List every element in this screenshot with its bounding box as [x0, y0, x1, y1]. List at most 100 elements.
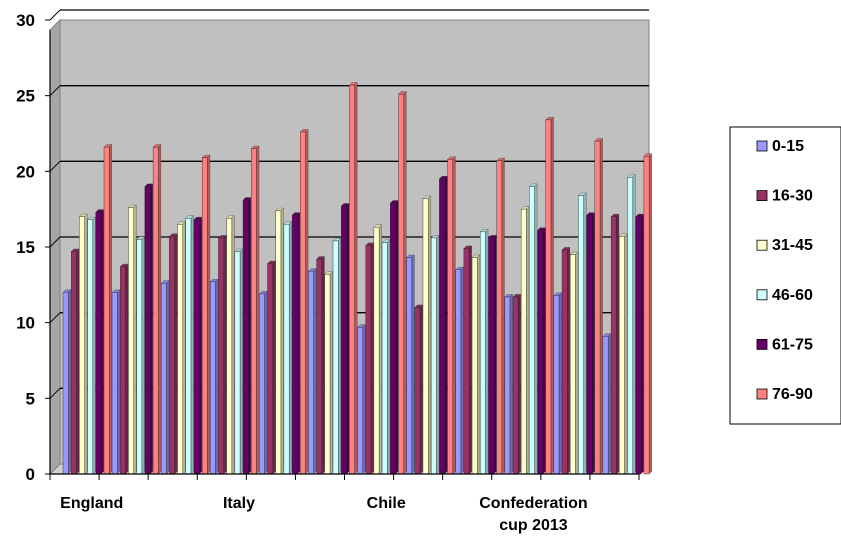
- bar: [578, 192, 587, 475]
- bar: [504, 293, 513, 475]
- bar: [553, 292, 562, 475]
- gridline-side: [49, 236, 61, 248]
- bar: [275, 207, 284, 475]
- bar: [234, 248, 244, 475]
- bar: [267, 260, 276, 475]
- bar: [201, 154, 211, 475]
- bar: [528, 183, 538, 475]
- legend-swatch: [756, 338, 768, 350]
- legend: 0-15 16-30 31-45 46-60 61-75 76-90: [729, 126, 841, 425]
- bar: [332, 237, 342, 475]
- bar: [177, 221, 186, 475]
- y-tick-label: 10: [16, 314, 35, 333]
- bar: [398, 91, 407, 475]
- x-category-label: Chile: [367, 495, 406, 512]
- legend-swatch: [756, 140, 768, 152]
- bar: [373, 224, 383, 475]
- bar: [144, 183, 154, 475]
- bar: [439, 175, 448, 475]
- bar: [291, 212, 301, 475]
- bar: [447, 156, 456, 475]
- y-tick-label: 0: [26, 465, 35, 484]
- x-axis-category-labels: England Italy Chile Confederation cup 2013: [60, 495, 588, 534]
- x-category-label: Confederation cup 2013: [479, 495, 587, 534]
- legend-label: 46-60: [772, 287, 813, 304]
- bar: [169, 233, 178, 475]
- bar: [414, 304, 423, 475]
- bar: [520, 206, 530, 475]
- y-tick-label: 30: [16, 11, 35, 30]
- bar: [103, 144, 113, 475]
- legend-label: 0-15: [772, 138, 804, 155]
- legend-swatch: [756, 190, 768, 202]
- bar: [209, 278, 219, 475]
- bar: [627, 174, 636, 475]
- legend-label: 16-30: [772, 188, 813, 205]
- bar: [635, 213, 644, 475]
- y-tick-label: 15: [16, 238, 35, 257]
- bar: [357, 324, 366, 475]
- legend-label: 76-90: [772, 386, 813, 403]
- bar: [602, 333, 612, 475]
- bar: [496, 157, 505, 475]
- side-wall: [49, 18, 61, 476]
- gridline-side: [49, 85, 61, 97]
- gridline-side: [49, 9, 61, 21]
- bar: [618, 233, 628, 475]
- gridline-side: [49, 387, 61, 399]
- bar: [62, 289, 72, 475]
- axes: [45, 19, 640, 480]
- bars: [62, 82, 653, 475]
- bar: [406, 254, 415, 475]
- bar: [299, 129, 309, 475]
- bar: [422, 195, 432, 475]
- bar: [242, 197, 252, 475]
- bar: [136, 236, 145, 475]
- y-tick-label: 25: [16, 87, 35, 106]
- y-axis-tick-labels: 0 5 10 15 20 25 30: [16, 11, 35, 484]
- bar: [389, 200, 399, 475]
- bar: [365, 242, 374, 475]
- bar: [586, 212, 595, 475]
- bar: [308, 268, 317, 475]
- bar: [643, 153, 653, 475]
- bar: [381, 239, 391, 475]
- bar: [324, 271, 333, 475]
- x-category-label: Italy: [223, 495, 255, 512]
- legend-swatch: [756, 239, 768, 251]
- legend-label: 61-75: [772, 336, 813, 353]
- bar: [79, 213, 88, 475]
- bar: [193, 216, 203, 475]
- bar: [87, 216, 96, 475]
- y-tick-label: 5: [26, 389, 35, 408]
- legend-swatch: [756, 388, 768, 400]
- bar: [569, 251, 579, 475]
- bar: [226, 215, 235, 475]
- bar: [95, 209, 104, 475]
- bar: [545, 116, 554, 475]
- bar: [537, 227, 546, 475]
- bar: [512, 293, 522, 475]
- bar: [340, 203, 350, 475]
- bar: [111, 289, 121, 475]
- bar: [488, 234, 497, 475]
- bar: [185, 215, 194, 475]
- bar: [258, 290, 268, 475]
- bar: [610, 213, 620, 475]
- x-category-label: England: [60, 495, 123, 512]
- bar: [218, 234, 227, 475]
- bar: [152, 144, 162, 475]
- bar: [70, 248, 80, 475]
- bar: [430, 234, 440, 475]
- legend-swatch: [756, 289, 768, 301]
- bar: [160, 280, 170, 475]
- bar: [283, 221, 293, 475]
- gridline-side: [49, 312, 61, 324]
- bar: [128, 204, 137, 475]
- bar: [250, 145, 260, 475]
- bar: [561, 247, 571, 475]
- bar: [119, 263, 129, 475]
- gridline-side: [49, 160, 61, 172]
- bar: [479, 228, 489, 475]
